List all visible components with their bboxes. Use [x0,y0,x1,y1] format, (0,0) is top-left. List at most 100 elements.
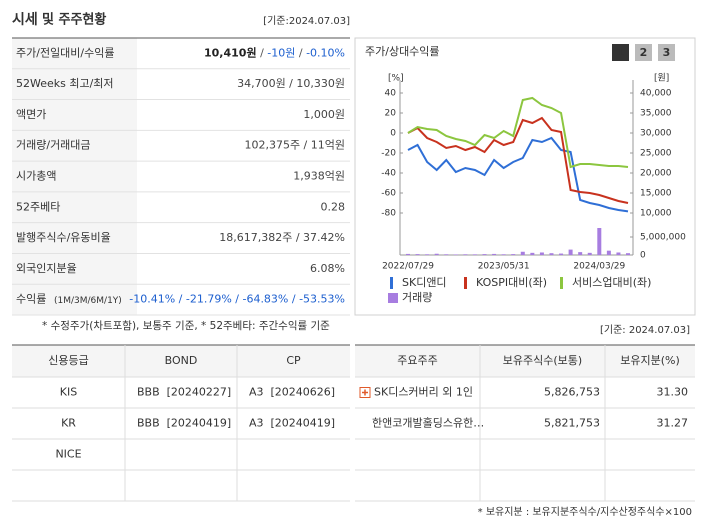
credit-agency: NICE [55,448,81,461]
row-value: 18,617,382주 / 37.42% [219,231,345,244]
volume-bar [492,253,497,255]
row-label: 액면가 [16,108,46,121]
title-main: 시세 [12,12,38,28]
y2-tick-label: 35,000 [640,109,672,119]
volume-bar [511,254,516,255]
series-line [407,96,629,169]
value-part: 6.08% [310,262,345,275]
volume-bar [549,253,554,255]
credit-date: [기준: 2024.07.03] [600,324,690,336]
y2-tick-label: 20,000 [640,169,672,179]
legend-label: 거래량 [402,291,432,304]
stake: 31.30 [657,386,689,399]
series-line [407,136,629,213]
legend-swatch [560,277,563,289]
title-rest: 및 주주현황 [42,12,106,28]
volume-bar [434,253,439,255]
tab-label[interactable]: 3 [663,46,671,59]
row-value: 34,700원 / 10,330원 [237,77,345,90]
tab-label[interactable]: 1 [617,46,625,59]
tab-label[interactable]: 2 [640,46,648,59]
volume-bar [587,252,592,255]
value-part: 10,410원 [204,45,257,59]
volume-bar [597,228,602,255]
table-header: 신용등급 [48,354,88,367]
value-part: 1,938억원 [293,170,345,183]
y-tick-label: -40 [381,169,396,179]
volume-bar [463,254,468,255]
credit-rating: A3 [20240419] [249,417,335,430]
value-part: 18,617,382주 / 37.42% [219,231,345,244]
row-label: 거래량/거래대금 [16,139,91,152]
volume-bar [568,249,573,255]
y2-tick-label: 10,000 [640,209,672,219]
legend-swatch [464,277,467,289]
volume-bar [606,250,611,255]
volume-bar [425,254,430,255]
volume-bar [472,254,477,255]
shares: 5,826,753 [544,386,600,399]
chart-panel [354,37,696,316]
row-value: 10,410원 / -10원 / -0.10% [204,45,345,59]
expand-plus [362,389,368,396]
chart-title: 주가/상대수익률 [365,45,440,58]
x-tick-label: 2023/05/31 [478,262,530,272]
shareholder-name[interactable]: SK디스커버리 외 1인 [374,386,473,399]
tab-button[interactable] [658,44,675,61]
volume-bar [520,251,525,255]
footnote2: * 보유지분 : 보유지분주식수/지수산정주식수×100 [478,506,692,518]
value-part: 102,375주 / 11억원 [244,139,345,152]
y-tick-label: -20 [381,149,396,159]
row-label: 52주베타 [16,200,60,213]
tab-button[interactable] [612,44,629,61]
value-part: -0.10% [306,46,345,59]
value-part: 1,000원 [303,108,345,121]
tab-button[interactable] [635,44,652,61]
value-part: -10원 [267,46,295,59]
volume-bar [415,254,420,255]
volume-bar [482,254,487,255]
row-value: 1,000원 [303,108,345,121]
y2-tick-label: 40,000 [640,89,672,99]
row-label: 시가총액 [16,170,56,183]
date: [기준:2024.07.03] [263,15,350,27]
volume-bar [578,252,583,255]
volume-bar [559,253,564,255]
value-part: / [295,46,306,59]
credit-rating: BBB [20240227] [137,386,231,399]
value-part: 34,700원 / 10,330원 [237,77,345,90]
legend-label: SK디앤디 [402,276,447,289]
value-part: 0.28 [321,200,346,213]
volume-bar [453,254,458,255]
credit-rating: BBB [20240419] [137,417,231,430]
volume-bar [501,254,506,255]
volume-bar [530,252,535,255]
y2-tick-label: 25,000 [640,149,672,159]
row-value: -10.41% / -21.79% / -64.83% / -53.53% [129,293,345,306]
y-tick-label: 20 [385,109,397,119]
table-header: 주요주주 [397,354,437,367]
row-label: 주가/전일대비/수익률 [16,45,115,59]
stake: 31.27 [657,417,689,430]
volume-bar [444,254,449,255]
legend-label: 서비스업대비(좌) [572,276,651,289]
volume-bar [616,252,621,255]
volume-bar [406,253,410,255]
y3-tick-label: 0 [640,251,646,261]
shares: 5,821,753 [544,417,600,430]
y-unit: [%] [388,74,404,84]
legend-swatch [388,293,398,303]
row-label: 52Weeks 최고/최저 [16,77,114,90]
y2-tick-label: 30,000 [640,129,672,139]
row-value: 1,938억원 [293,170,345,183]
table-header: 보유주식수(보통) [503,354,582,367]
y2-unit: [원] [654,73,669,84]
y-tick-label: -60 [381,189,396,199]
volume-bar [626,253,630,255]
credit-agency: KIS [60,386,77,399]
table-header-bg [12,345,350,377]
value-part: -10.41% / -21.79% / -64.83% / -53.53% [129,293,345,306]
table-header-bg [355,345,695,377]
